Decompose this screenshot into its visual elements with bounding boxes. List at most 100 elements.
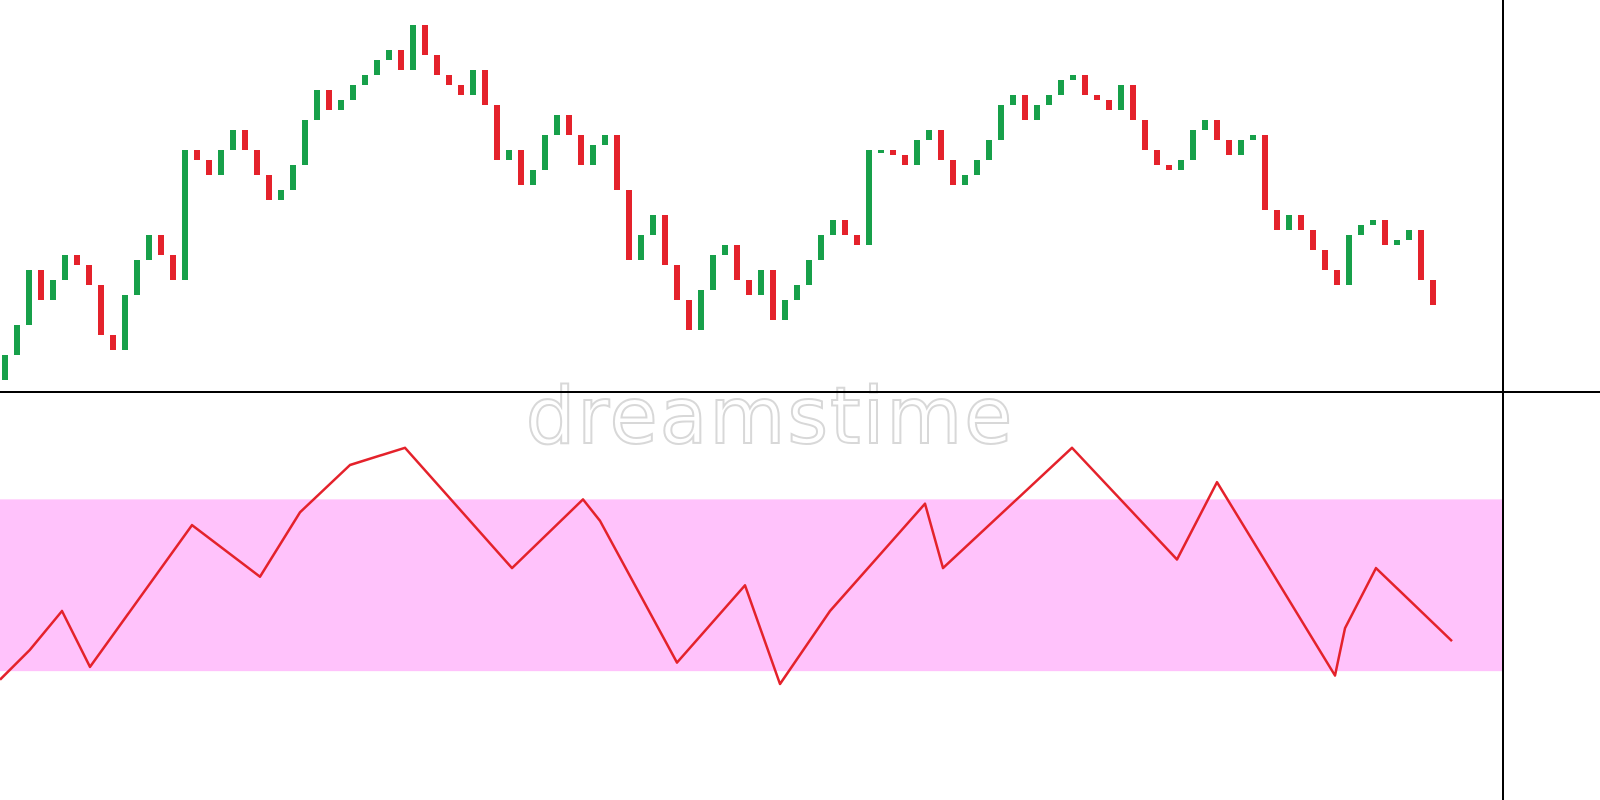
candle-body xyxy=(362,75,368,85)
candle-body xyxy=(86,265,92,285)
candle-body xyxy=(674,265,680,300)
candle-body xyxy=(1310,230,1316,250)
candle-body xyxy=(662,215,668,265)
candle-body xyxy=(710,255,716,290)
candle-body xyxy=(38,270,44,300)
candle-body xyxy=(254,150,260,175)
candle-body xyxy=(1322,250,1328,270)
candle-body xyxy=(158,235,164,255)
candle-body xyxy=(62,255,68,280)
candle-body xyxy=(1106,100,1112,110)
candle-body xyxy=(1022,95,1028,120)
candle-body xyxy=(770,270,776,320)
candle-body xyxy=(1094,95,1100,100)
candle-body xyxy=(638,235,644,260)
candle-body xyxy=(1034,105,1040,120)
candle-body xyxy=(590,145,596,165)
candle-body xyxy=(122,295,128,350)
candle-body xyxy=(326,90,332,110)
candle-body xyxy=(1226,140,1232,155)
candle-body xyxy=(1370,220,1376,225)
candle-body xyxy=(446,75,452,85)
candle-body xyxy=(758,270,764,295)
candle-body xyxy=(1166,165,1172,170)
candle-body xyxy=(962,175,968,185)
candle-body xyxy=(998,105,1004,140)
candle-body xyxy=(1418,230,1424,280)
candle-body xyxy=(506,150,512,160)
candle-body xyxy=(1346,235,1352,285)
candle-body xyxy=(938,130,944,160)
candle-body xyxy=(182,150,188,280)
candle-body xyxy=(1130,85,1136,120)
candle-body xyxy=(230,130,236,150)
candle-body xyxy=(218,150,224,175)
candle-body xyxy=(626,190,632,260)
candle-body xyxy=(206,160,212,175)
candle-body xyxy=(950,160,956,185)
candle-body xyxy=(1214,120,1220,140)
candle-body xyxy=(2,355,8,380)
candle-body xyxy=(386,50,392,60)
candle-body xyxy=(854,235,860,245)
candle-body xyxy=(1058,80,1064,95)
candle-body xyxy=(26,270,32,325)
watermark: dreamstime xyxy=(526,372,1015,462)
band xyxy=(0,499,1503,672)
candle-body xyxy=(434,55,440,75)
candle-body xyxy=(554,115,560,135)
candle-body xyxy=(74,255,80,265)
candle-body xyxy=(578,135,584,165)
candle-body xyxy=(278,190,284,200)
candle-body xyxy=(14,325,20,355)
candle-body xyxy=(986,140,992,160)
candle-body xyxy=(1010,95,1016,105)
candle-body xyxy=(1046,95,1052,105)
candle-body xyxy=(806,260,812,285)
candle-body xyxy=(1262,135,1268,210)
candle-body xyxy=(314,90,320,120)
candle-body xyxy=(566,115,572,135)
candle-body xyxy=(1406,230,1412,240)
candle-body xyxy=(542,135,548,170)
candle-body xyxy=(194,150,200,160)
candle-body xyxy=(1430,280,1436,305)
candle-body xyxy=(746,280,752,295)
candle-body xyxy=(1250,135,1256,140)
candle-body xyxy=(974,160,980,175)
oscillator-panel xyxy=(0,446,1503,686)
candle-body xyxy=(734,245,740,280)
candle-body xyxy=(170,255,176,280)
candle-body xyxy=(302,120,308,165)
candle-body xyxy=(482,70,488,105)
candle-body xyxy=(926,130,932,140)
candle-body xyxy=(110,335,116,350)
candle-body xyxy=(686,300,692,330)
candle-body xyxy=(1358,225,1364,235)
candle-body xyxy=(50,280,56,300)
candle-body xyxy=(842,220,848,235)
candle-body xyxy=(1286,215,1292,230)
oscillator-line xyxy=(0,446,1453,686)
candle-body xyxy=(494,105,500,160)
candle-body xyxy=(1334,270,1340,285)
candle-body xyxy=(866,150,872,245)
candle-body xyxy=(1238,140,1244,155)
candle-body xyxy=(902,155,908,165)
candle-body xyxy=(1382,220,1388,245)
candle-body xyxy=(614,135,620,190)
candle-body xyxy=(794,285,800,300)
candle-body xyxy=(650,215,656,235)
candle-body xyxy=(722,245,728,255)
candle-body xyxy=(878,150,884,153)
candle-body xyxy=(338,100,344,110)
candle-body xyxy=(530,170,536,185)
candle-body xyxy=(1118,85,1124,110)
candle-body xyxy=(422,25,428,55)
candle-body xyxy=(98,285,104,335)
candle-body xyxy=(266,175,272,200)
candle-body xyxy=(1070,75,1076,80)
candle-body xyxy=(470,70,476,95)
candle-body xyxy=(134,260,140,295)
